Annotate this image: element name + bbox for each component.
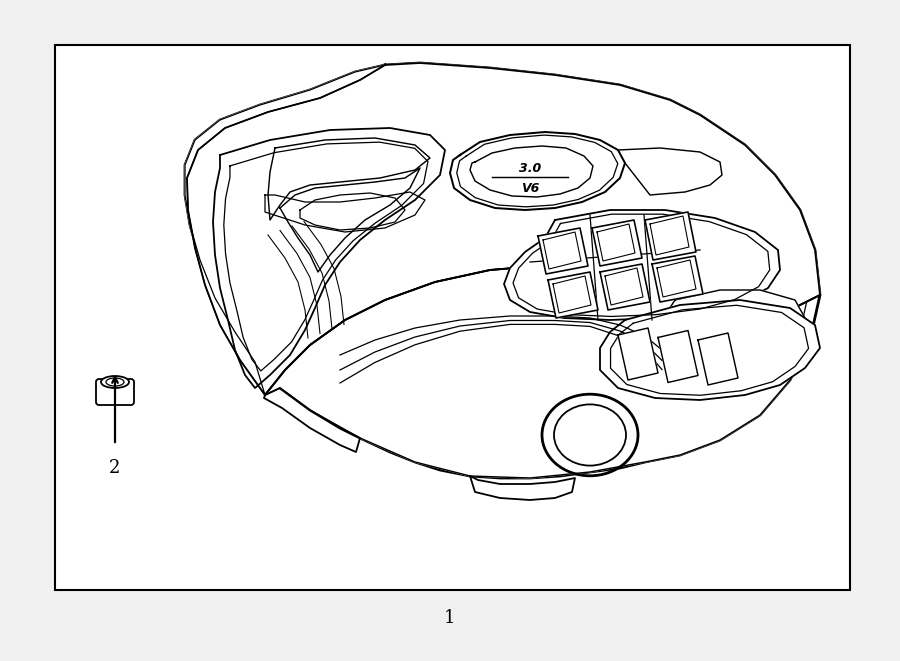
Polygon shape [265,265,810,478]
Polygon shape [600,264,650,310]
Text: 2: 2 [109,459,121,477]
Polygon shape [618,328,658,380]
Polygon shape [698,333,738,385]
FancyBboxPatch shape [96,379,134,405]
Bar [55,45,850,590]
Polygon shape [187,63,820,395]
Polygon shape [548,272,598,318]
Polygon shape [592,220,642,266]
Polygon shape [470,146,593,197]
Polygon shape [658,330,698,383]
Polygon shape [600,300,820,400]
Polygon shape [662,290,805,342]
Text: 3.0: 3.0 [519,161,541,175]
Polygon shape [538,228,588,274]
Ellipse shape [101,376,129,388]
Polygon shape [642,330,785,382]
Polygon shape [450,132,625,210]
Polygon shape [652,310,795,362]
Polygon shape [185,65,385,395]
Polygon shape [652,256,703,302]
Text: 1: 1 [445,609,455,627]
Polygon shape [504,210,780,320]
Polygon shape [645,212,696,260]
Text: V6: V6 [521,182,539,194]
Polygon shape [185,63,820,478]
